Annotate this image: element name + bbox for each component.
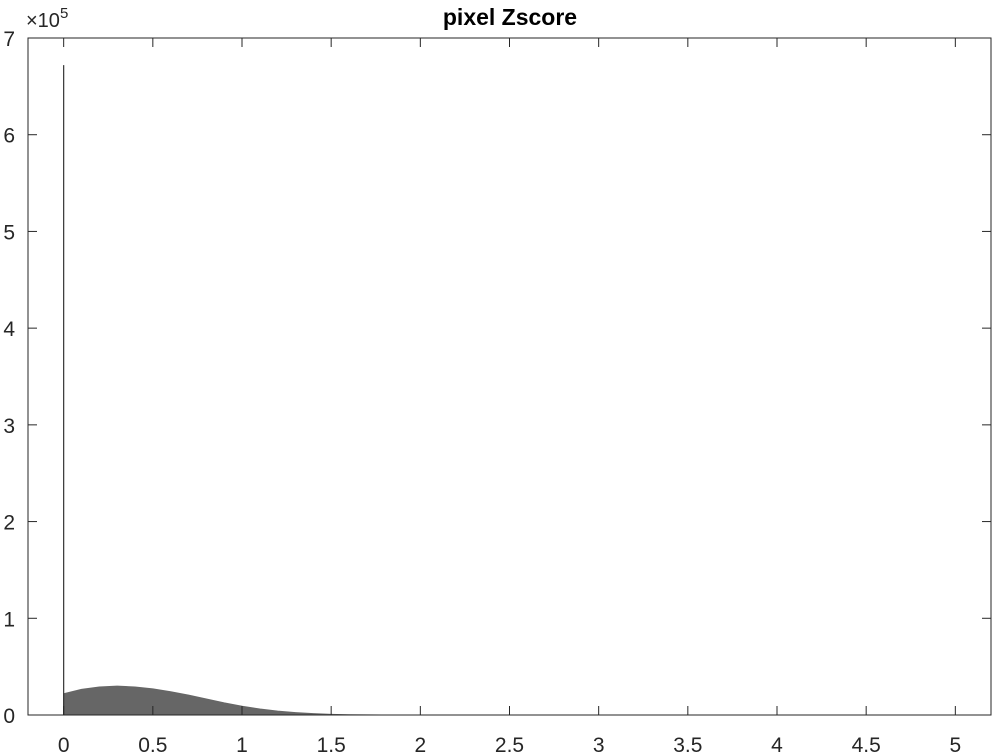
x-tick-label: 1 <box>236 734 248 755</box>
y-tick-label: 5 <box>3 221 15 244</box>
x-tick-label: 2 <box>414 734 426 755</box>
x-tick-label: 3 <box>593 734 605 755</box>
histogram-bars <box>63 685 385 716</box>
axes-box <box>27 37 992 716</box>
y-tick-label: 3 <box>3 415 15 438</box>
x-tick-label: 4.5 <box>852 734 881 755</box>
y-tick-label: 7 <box>3 28 15 51</box>
y-exponent-power: 5 <box>60 5 68 22</box>
x-tick-label: 2.5 <box>495 734 524 755</box>
x-tick-label: 5 <box>949 734 961 755</box>
x-tick-label: 0 <box>58 734 70 755</box>
y-tick-label: 6 <box>3 125 15 148</box>
y-tick-label: 4 <box>3 318 15 341</box>
x-axis: 0 0.5 1 1.5 2 2.5 3 3.5 4 4.5 5 <box>58 38 961 755</box>
y-tick-label: 1 <box>3 608 15 631</box>
plot-area <box>63 65 385 716</box>
y-exponent-label: ×105 <box>26 5 68 32</box>
y-tick-label: 0 <box>3 705 15 728</box>
chart-title: pixel Zscore <box>443 4 577 30</box>
x-tick-label: 1.5 <box>317 734 346 755</box>
y-exponent-base: ×10 <box>26 10 60 32</box>
x-tick-label: 4 <box>771 734 783 755</box>
y-axis: 0 1 2 3 4 5 6 7 <box>3 28 991 728</box>
x-tick-label: 0.5 <box>138 734 167 755</box>
y-tick-label: 2 <box>3 512 15 535</box>
x-tick-label: 3.5 <box>673 734 702 755</box>
